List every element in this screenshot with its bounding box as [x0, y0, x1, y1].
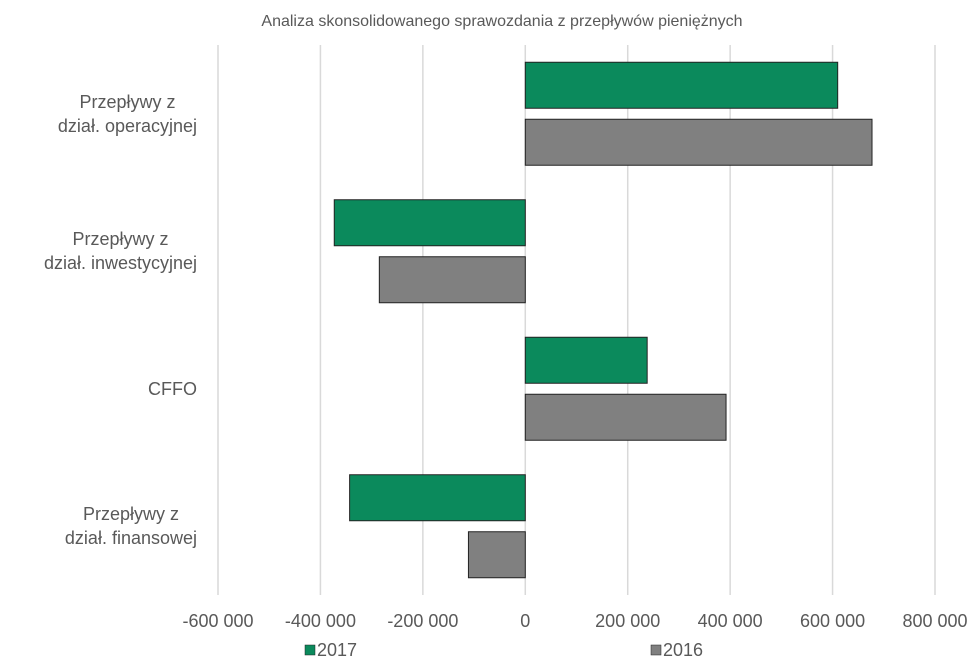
- legend-swatch: [304, 644, 316, 656]
- x-tick-label: 800 000: [902, 611, 967, 631]
- category-label-box: Przepływy z dział. finansowej: [0, 502, 197, 550]
- category-label-box: Przepływy z dział. operacyjnej: [0, 90, 197, 138]
- legend-swatch: [650, 644, 662, 656]
- category-label-box: Przepływy z dział. inwestycyjnej: [0, 227, 197, 275]
- bar: [333, 199, 526, 247]
- x-tick-label: -200 000: [387, 611, 458, 631]
- bar: [349, 474, 526, 522]
- x-tick-label: 600 000: [800, 611, 865, 631]
- y-tick-label: Przepływy z dział. operacyjnej: [57, 91, 197, 136]
- legend-label: 2017: [317, 640, 357, 660]
- bar: [524, 118, 873, 166]
- y-tick-label: CFFO: [148, 378, 197, 399]
- bar: [467, 531, 526, 579]
- x-tick-label: 200 000: [595, 611, 660, 631]
- x-tick-label: 0: [520, 611, 530, 631]
- bar: [378, 256, 526, 304]
- bar: [524, 336, 648, 384]
- y-tick-label: Przepływy z dział. inwestycyjnej: [43, 229, 197, 274]
- chart-title: Analiza skonsolidowanego sprawozdania z …: [261, 13, 742, 30]
- category-label-box: CFFO: [0, 377, 197, 401]
- legend-label: 2016: [663, 640, 703, 660]
- bar: [524, 61, 839, 109]
- x-tick-label: -400 000: [285, 611, 356, 631]
- x-tick-label: 400 000: [698, 611, 763, 631]
- bar: [524, 393, 727, 441]
- x-tick-label: -600 000: [182, 611, 253, 631]
- y-tick-label: Przepływy z dział. finansowej: [64, 504, 197, 549]
